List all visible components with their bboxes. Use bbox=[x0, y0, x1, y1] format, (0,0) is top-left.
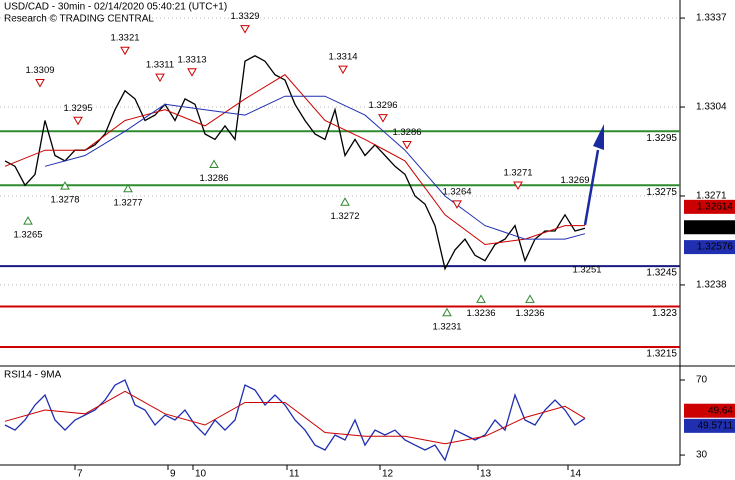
series-line bbox=[44, 95, 586, 240]
high-marker bbox=[402, 141, 412, 150]
high-marker bbox=[378, 114, 388, 123]
low-label: 1.3265 bbox=[13, 230, 42, 241]
plot-layer: 1.3238 1.3271 1.3304 1.3337 1.3295 1.3275 1.32… bbox=[0, 11, 735, 480]
price-tag bbox=[684, 220, 735, 235]
high-marker bbox=[187, 68, 197, 77]
high-label: 1.3311 bbox=[146, 60, 174, 71]
low-marker bbox=[60, 181, 70, 190]
high-marker bbox=[338, 65, 348, 75]
x-tick-label: 10 bbox=[195, 469, 207, 480]
rsi-title: RSI14 - 9MA bbox=[4, 370, 62, 381]
level-label: 1.3275 bbox=[646, 187, 677, 198]
high-marker bbox=[155, 73, 165, 83]
price-label: 1.3269 bbox=[560, 175, 589, 186]
level-label: 1.3295 bbox=[646, 133, 677, 144]
series-line bbox=[4, 379, 586, 462]
y-tick-label: 1.3271 bbox=[696, 191, 727, 202]
level-label: 1.3215 bbox=[646, 349, 677, 360]
low-label: 1.3236 bbox=[515, 308, 544, 319]
low-label: 1.3231 bbox=[432, 321, 461, 332]
x-tick-label: 7 bbox=[77, 469, 83, 480]
price-tag-label: 49.5711 bbox=[698, 420, 734, 431]
low-marker bbox=[525, 294, 535, 303]
low-label: 1.3277 bbox=[113, 197, 142, 208]
y-tick-label: 1.3238 bbox=[696, 280, 727, 291]
high-label: 1.3329 bbox=[230, 11, 259, 22]
price-label: 1.3251 bbox=[572, 264, 601, 275]
high-label: 1.3296 bbox=[368, 100, 397, 111]
series-line bbox=[4, 390, 586, 445]
level-label: 1.323 bbox=[652, 308, 677, 319]
price-tag-label: 1.32614 bbox=[697, 201, 734, 212]
forecast-arrow bbox=[583, 149, 600, 226]
x-tick-label: 12 bbox=[382, 469, 394, 480]
high-label: 1.3271 bbox=[503, 167, 532, 178]
chart-subtitle: Research © TRADING CENTRAL bbox=[4, 14, 154, 25]
high-marker bbox=[35, 79, 45, 88]
x-tick-label: 13 bbox=[480, 469, 492, 480]
high-label: 1.3321 bbox=[110, 33, 139, 44]
high-marker bbox=[73, 116, 83, 126]
low-marker bbox=[442, 307, 452, 317]
high-marker bbox=[452, 200, 462, 209]
high-label: 1.3314 bbox=[328, 52, 357, 63]
price-tag bbox=[684, 403, 735, 418]
y-tick-label: 1.3337 bbox=[696, 13, 727, 24]
y-tick-label: 70 bbox=[696, 375, 708, 386]
level-label: 1.3245 bbox=[646, 268, 677, 279]
x-tick-label: 9 bbox=[170, 469, 176, 480]
price-tag-label: 49.64 bbox=[708, 405, 733, 416]
low-marker bbox=[209, 159, 219, 169]
low-marker bbox=[340, 197, 350, 206]
price-tag-label: 1.32576 bbox=[697, 242, 734, 253]
high-marker bbox=[240, 25, 250, 34]
high-label: 1.3313 bbox=[177, 54, 206, 65]
y-tick-label: 1.3304 bbox=[696, 102, 727, 113]
chart-title: USD/CAD - 30min - 02/14/2020 05:40:21 (U… bbox=[4, 2, 227, 13]
high-label: 1.3309 bbox=[25, 65, 54, 76]
series-line bbox=[4, 74, 585, 246]
price-tag bbox=[684, 199, 735, 214]
low-label: 1.3278 bbox=[50, 195, 79, 206]
forecast-arrowhead bbox=[593, 124, 604, 150]
high-label: 1.3286 bbox=[392, 127, 421, 138]
low-marker bbox=[476, 294, 486, 303]
x-tick-label: 11 bbox=[289, 469, 300, 480]
low-label: 1.3236 bbox=[466, 308, 495, 319]
high-label: 1.3295 bbox=[63, 103, 92, 114]
low-label: 1.3272 bbox=[330, 211, 359, 222]
y-tick-label: 30 bbox=[696, 450, 708, 461]
price-tag bbox=[684, 240, 735, 255]
low-label: 1.3286 bbox=[199, 173, 228, 184]
low-marker bbox=[23, 216, 33, 225]
price-tag-label: 1.32594 bbox=[697, 222, 734, 233]
high-marker bbox=[513, 181, 523, 190]
x-tick-label: 14 bbox=[570, 469, 582, 480]
high-marker bbox=[120, 46, 130, 56]
high-label: 1.3264 bbox=[442, 186, 471, 197]
low-marker bbox=[123, 183, 133, 193]
price-tag bbox=[684, 418, 735, 433]
